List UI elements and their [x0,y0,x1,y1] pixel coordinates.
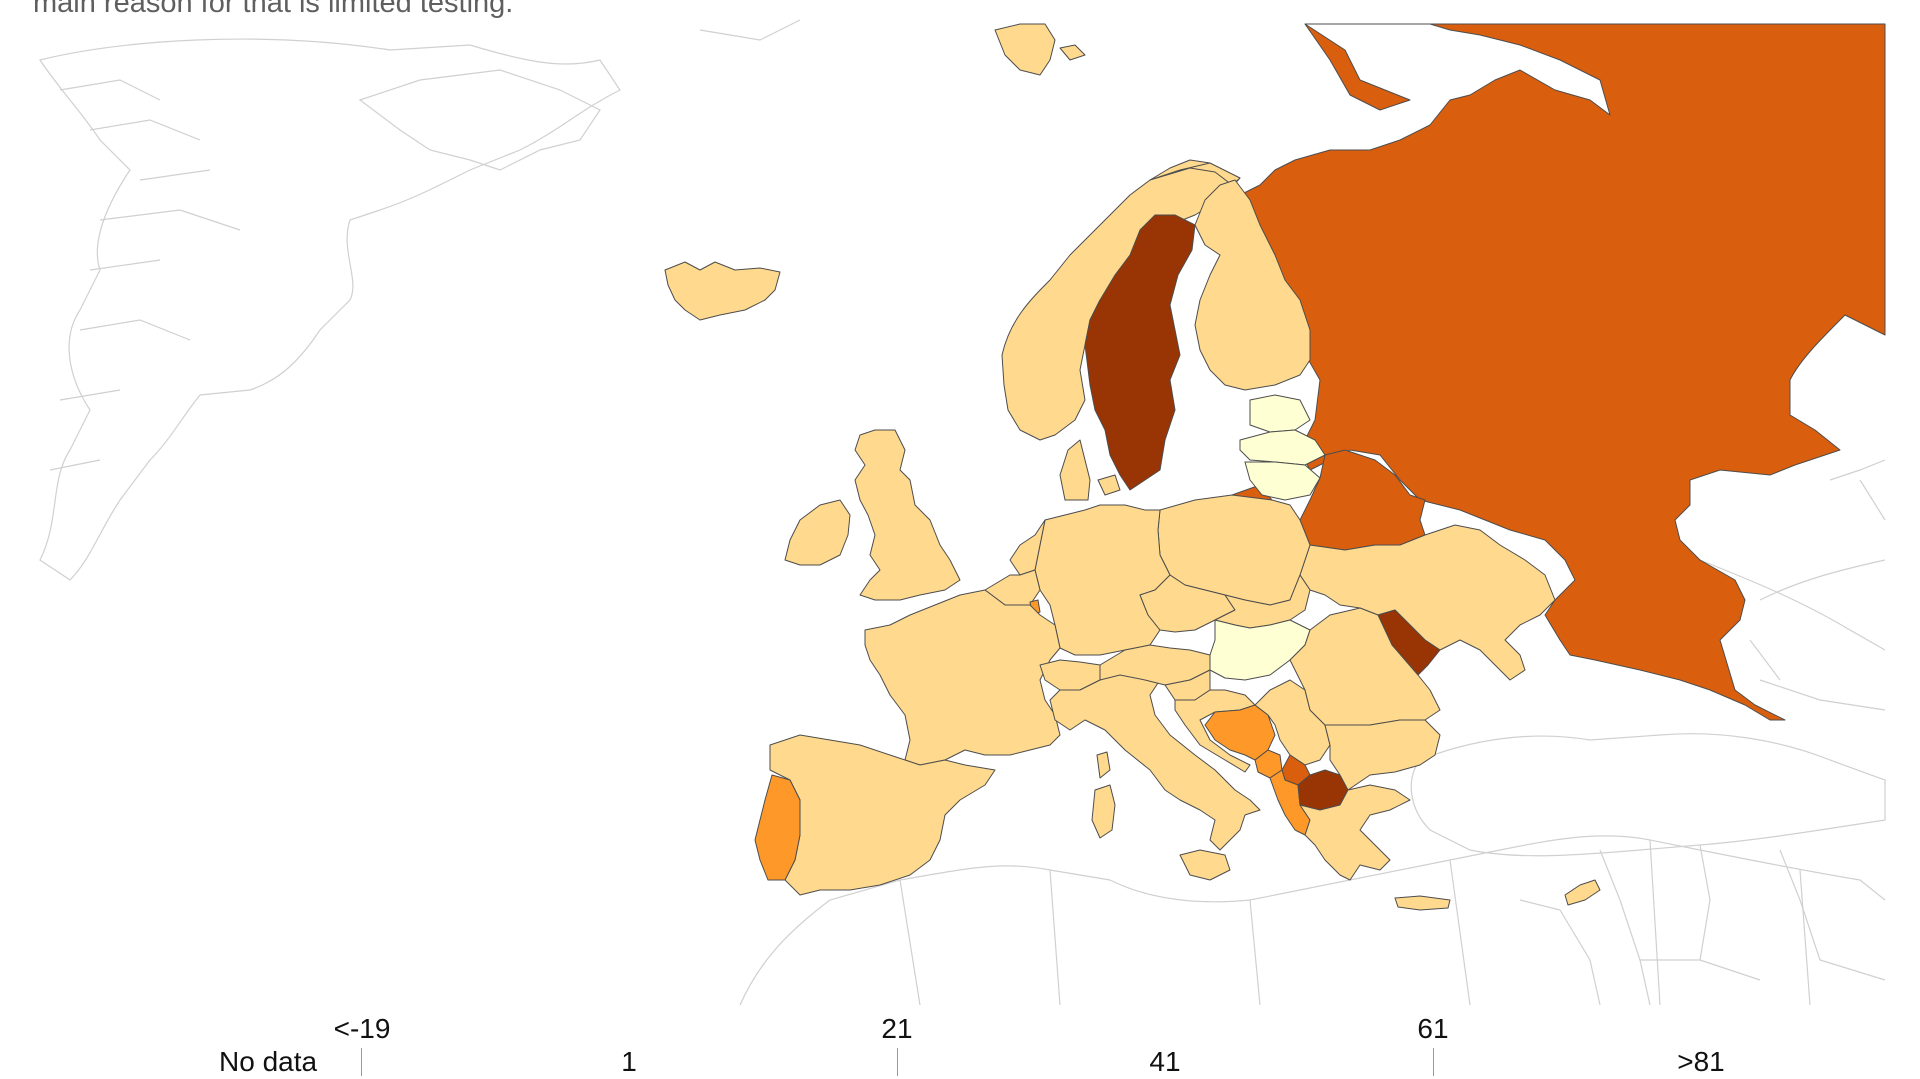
ellesmere-outline [358,69,601,171]
sardinia [1091,784,1116,839]
legend-tick [1433,1048,1434,1076]
spain [769,734,996,896]
denmark [1059,439,1091,501]
kazakhstan-border [1759,459,1886,601]
iceland [664,261,781,321]
caucasus-borders [1699,559,1886,711]
legend-label-21: 21 [881,1013,913,1044]
russia [1229,23,1886,721]
united-kingdom [854,429,961,601]
sweden [1084,214,1196,491]
turkey-outline [1410,733,1886,857]
sinai-outline [1519,899,1601,1006]
greenland-fjords [49,79,241,471]
latvia [1239,429,1326,466]
svalbard-small [1059,44,1086,61]
netherlands [1009,519,1046,576]
north-africa-outline [739,835,1886,1006]
croatia [1174,689,1256,773]
sicily [1179,849,1231,881]
legend-label-41: 41 [1149,1046,1181,1077]
country-shapes [664,23,1886,911]
france [864,589,1061,766]
estonia [1249,394,1311,433]
bulgaria [1324,719,1441,791]
greenland-outline [39,38,621,581]
legend-label-1: 1 [621,1046,637,1077]
legend-tick [897,1048,898,1076]
denmark-islands [1097,474,1121,496]
legend-label-gt81: >81 [1677,1046,1725,1077]
portugal [754,774,801,881]
greece [1299,784,1411,881]
legend-label-61: 61 [1417,1013,1449,1044]
cyprus [1564,879,1601,906]
europe-choropleth-map [39,19,1886,1006]
ireland [784,499,851,566]
svalbard-ghost [699,19,801,41]
middle-east-borders [1599,844,1886,1006]
legend-tick [361,1048,362,1076]
legend: No data <-19 21 61 1 41 >81 [0,1000,1920,1079]
corsica [1096,751,1111,779]
serbia [1254,679,1331,766]
crete [1394,895,1451,911]
svalbard [994,23,1056,76]
africa-borders [899,839,1811,1006]
legend-no-data-label: No data [219,1046,318,1077]
lithuania [1244,461,1321,501]
no-data-land-outlines [39,19,1886,1006]
legend-label-lt-neg19: <-19 [333,1013,391,1044]
russia-kola-coast [1304,23,1411,111]
map-subtitle: main reason for that is limited testing. [33,0,514,19]
finland [1194,179,1311,391]
